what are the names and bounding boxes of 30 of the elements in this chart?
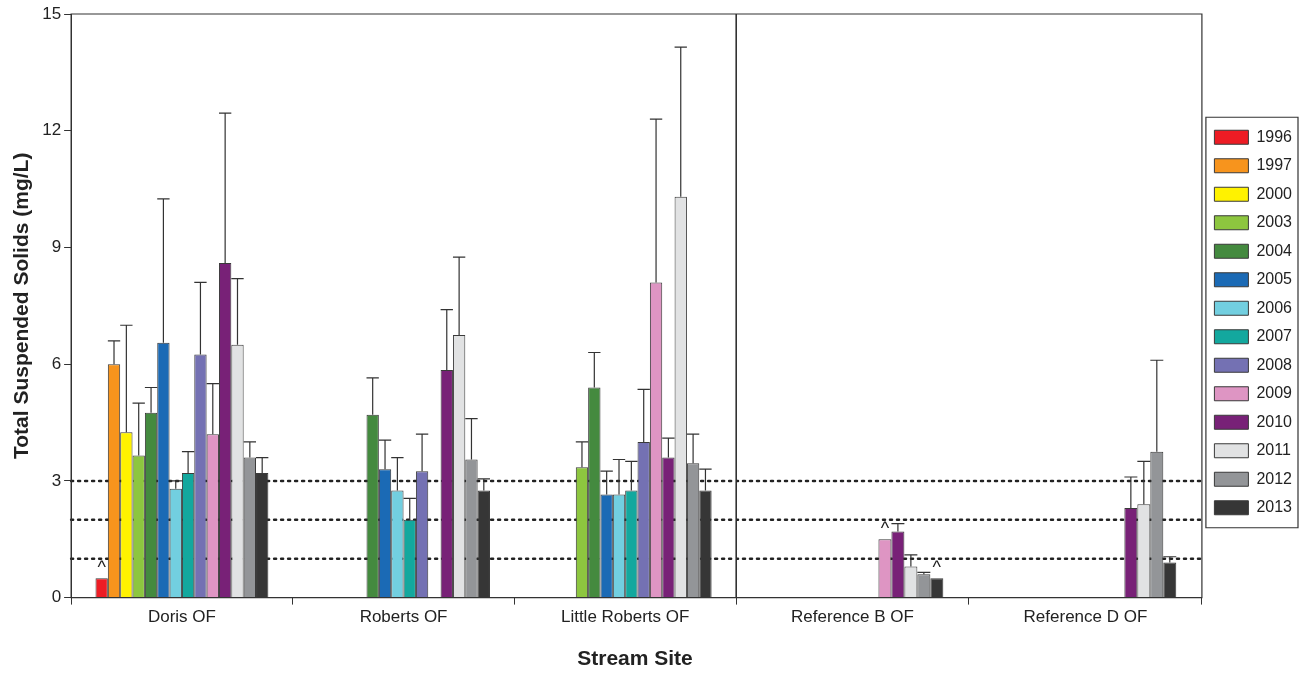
legend-label: 2000 — [1256, 184, 1293, 202]
legend-label: 2005 — [1256, 270, 1293, 288]
legend-label: 2006 — [1256, 298, 1293, 316]
x-tick-label: Doris OF — [147, 607, 216, 627]
x-tick-label: Reference D OF — [1023, 607, 1148, 627]
y-tick-label: 0 — [51, 587, 62, 607]
data-label: ^ — [880, 518, 890, 539]
y-tick-label: 9 — [51, 237, 62, 257]
y-tick-label: 6 — [51, 353, 62, 373]
x-tick-label: Reference B OF — [791, 607, 914, 627]
x-axis-title: Stream Site — [576, 645, 694, 670]
y-tick-label: 15 — [42, 3, 62, 23]
legend-label: 2013 — [1256, 498, 1293, 516]
legend-label: 2009 — [1256, 384, 1293, 402]
legend-label: 2003 — [1256, 213, 1293, 231]
x-tick-label: Roberts OF — [359, 607, 448, 627]
legend-label: 2004 — [1256, 241, 1293, 259]
legend-label: 1997 — [1256, 156, 1293, 174]
data-label: ^ — [97, 557, 107, 578]
legend-label: 2010 — [1256, 412, 1293, 430]
legend-label: 2007 — [1256, 327, 1293, 345]
legend-label: 2011 — [1256, 441, 1291, 459]
legend-label: 2008 — [1256, 355, 1293, 373]
data-label: ^ — [932, 557, 942, 578]
x-tick-label: Little Roberts OF — [560, 607, 690, 627]
y-tick-label: 12 — [42, 120, 62, 140]
legend-label: 2012 — [1256, 469, 1293, 487]
y-axis-title: Total Suspended Solids (mg/L) — [9, 152, 33, 460]
y-tick-label: 3 — [51, 470, 62, 490]
legend-label: 1996 — [1256, 127, 1293, 145]
